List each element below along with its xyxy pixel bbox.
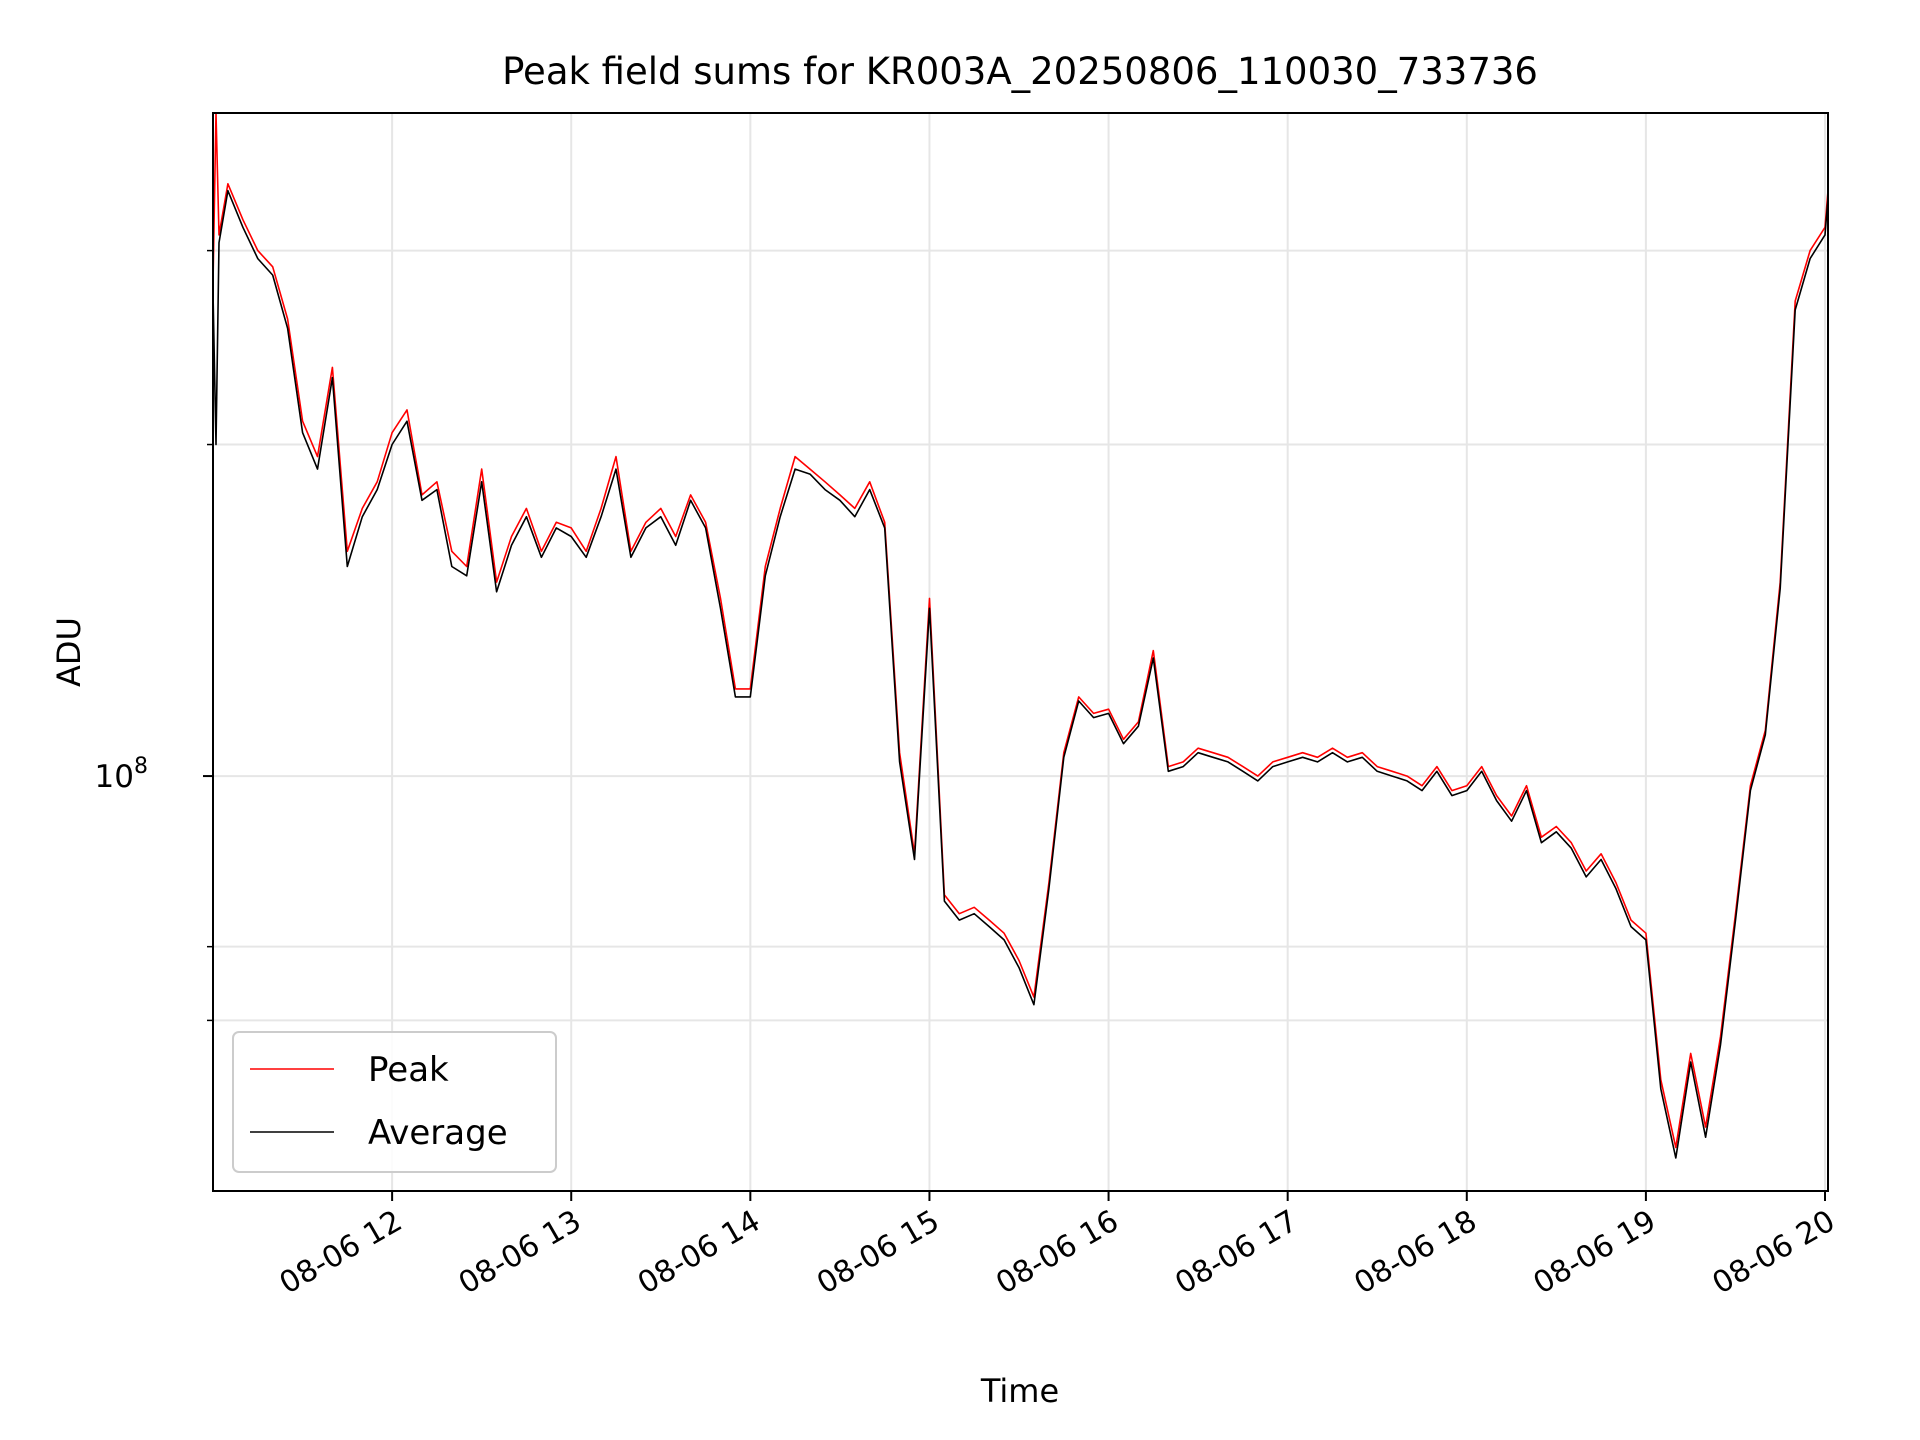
x-axis-label: Time (980, 1372, 1059, 1410)
y-tick-label-exponent: 8 (134, 754, 148, 779)
y-tick-label: 108 (95, 754, 148, 795)
series-line-peak (213, 113, 1828, 1149)
plot-frame (212, 112, 1829, 1192)
y-tick-label-base: 10 (95, 759, 134, 795)
chart-title: Peak field sums for KR003A_20250806_1100… (502, 50, 1538, 93)
series-line-average (213, 189, 1828, 1159)
y-axis-label: ADU (50, 617, 88, 687)
y-axis-ticks: 108 (95, 249, 213, 1022)
legend-label-peak: Peak (368, 1050, 449, 1090)
grid-lines (213, 113, 1828, 1191)
legend-label-average: Average (368, 1113, 508, 1153)
legend-box (232, 1031, 557, 1173)
legend: Peak Average (232, 1031, 557, 1173)
series-group (213, 113, 1828, 1159)
